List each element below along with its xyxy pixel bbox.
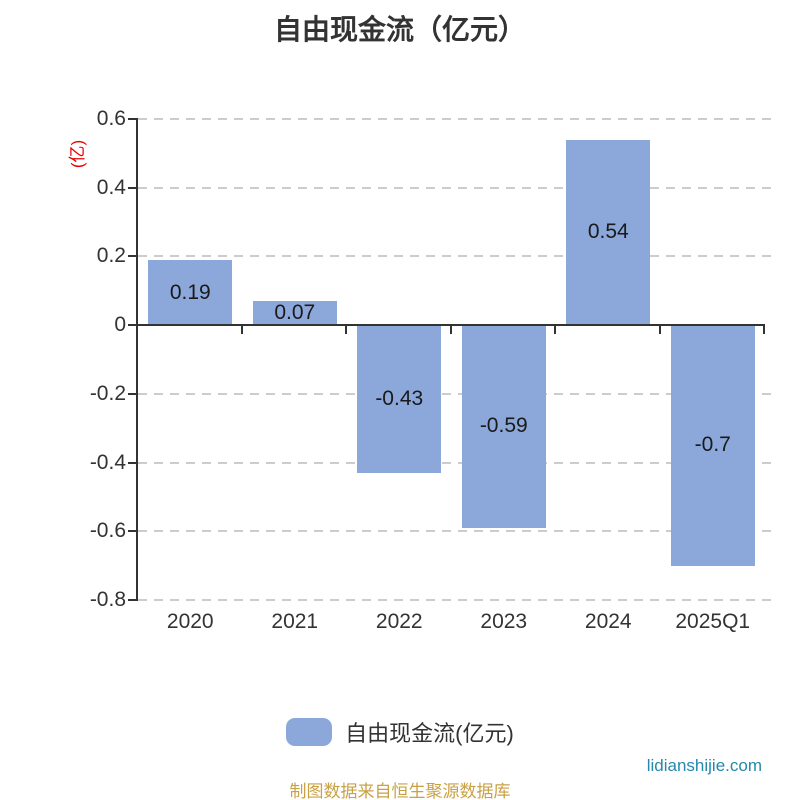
- y-axis-tick: [128, 255, 138, 258]
- y-tick-label: 0.6: [96, 107, 126, 130]
- bar: [148, 259, 233, 326]
- bar-value-label: 0.54: [587, 220, 629, 244]
- bar-value-label: -0.59: [479, 414, 528, 438]
- chart-title: 自由现金流（亿元）: [273, 14, 526, 45]
- x-tick-label: 2020: [166, 610, 214, 633]
- gridline: [138, 461, 773, 464]
- bar: [670, 325, 755, 566]
- y-axis-tick: [128, 118, 138, 120]
- gridline: [138, 392, 773, 395]
- x-tick-label: 2024: [584, 610, 632, 633]
- watermark-link[interactable]: lidianshijie.com: [646, 756, 762, 775]
- x-axis-tick: [240, 325, 243, 335]
- bar: [357, 325, 442, 473]
- bar-value-label: 0.07: [274, 301, 316, 325]
- y-axis-tick: [128, 461, 138, 464]
- gridline: [138, 118, 773, 120]
- x-axis-line: [138, 324, 765, 327]
- bar: [566, 139, 651, 326]
- legend[interactable]: 自由现金流(亿元): [0, 716, 800, 748]
- y-tick-label: -0.4: [89, 450, 126, 474]
- bar-value-label: 0.19: [169, 280, 211, 304]
- x-tick-label: 2025Q1: [675, 610, 751, 633]
- bar-value-label: -0.43: [375, 387, 424, 410]
- y-axis-name: (亿): [68, 139, 87, 169]
- bar: [252, 301, 337, 326]
- y-axis-tick: [128, 324, 138, 327]
- bar-value-label: -0.7: [694, 433, 731, 457]
- gridline: [138, 255, 773, 258]
- x-axis-tick: [658, 325, 661, 335]
- x-tick-label: 2023: [480, 610, 528, 633]
- x-axis-tick: [449, 325, 452, 335]
- data-source-note: 制图数据来自恒生聚源数据库: [289, 782, 511, 800]
- y-axis-tick: [128, 530, 138, 533]
- y-tick-label: -0.2: [89, 381, 126, 405]
- y-tick-label: -0.8: [89, 588, 126, 611]
- plot-area: 0.19 2020 0.07 2021 -0.43 2022 -0.59 2023 0.54 20…: [90, 107, 773, 633]
- y-axis-line: [136, 119, 138, 600]
- x-axis-tick: [763, 325, 765, 335]
- y-axis-tick: [128, 186, 138, 189]
- x-axis-tick: [345, 325, 347, 335]
- legend-swatch-icon: [286, 718, 333, 746]
- y-tick-label: 0: [114, 313, 126, 337]
- x-axis-tick: [554, 325, 556, 335]
- y-tick-label: 0.4: [96, 175, 126, 199]
- x-tick-label: 2021: [271, 610, 319, 633]
- y-axis-tick: [128, 392, 138, 395]
- gridline: [138, 599, 773, 601]
- y-tick-label: 0.2: [96, 244, 126, 268]
- gridline: [138, 186, 773, 189]
- y-tick-label: -0.6: [89, 519, 126, 543]
- x-tick-label: 2022: [375, 610, 423, 633]
- bar: [461, 325, 546, 528]
- gridline: [138, 530, 773, 533]
- y-axis-tick: [128, 599, 138, 601]
- legend-label: 自由现金流(亿元): [345, 721, 514, 746]
